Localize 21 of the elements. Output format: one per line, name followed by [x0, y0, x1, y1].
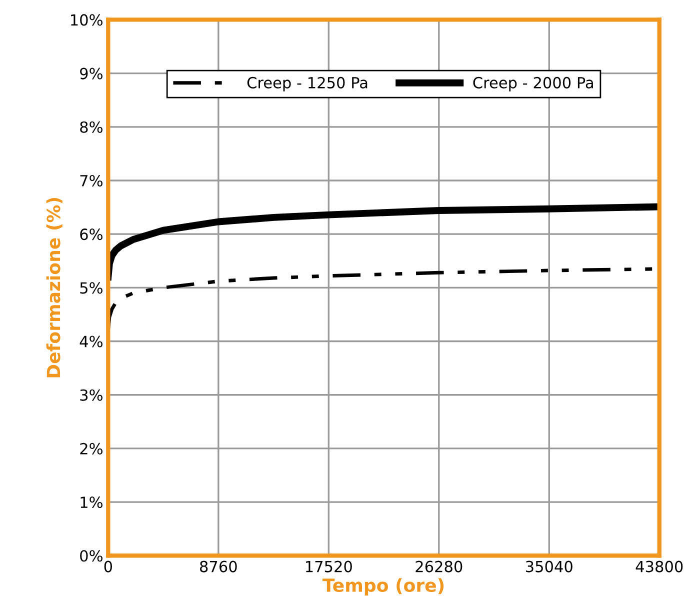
y-tick-label: 8% [80, 121, 102, 133]
y-tick-label: 9% [80, 68, 102, 80]
y-tick-label: 1% [80, 496, 102, 508]
y-axis-title: Deformazione (%) [46, 198, 62, 378]
y-tick-label: 5% [80, 282, 102, 294]
y-tick-label: 7% [80, 174, 102, 187]
y-tick-label: 0% [80, 550, 102, 562]
legend-label: Creep - 2000 Pa [473, 76, 593, 92]
x-tick-label: 17520 [306, 560, 352, 572]
x-tick-label: 8760 [200, 560, 237, 572]
y-tick-label: 4% [80, 336, 102, 348]
y-tick-label: 10% [71, 14, 102, 26]
x-tick-label: 26280 [416, 560, 462, 572]
x-tick-label: 43800 [636, 560, 683, 572]
y-tick-label: 2% [80, 442, 102, 454]
x-tick-label: 0 [104, 560, 112, 572]
x-tick-label: 35040 [526, 560, 572, 572]
x-axis-title: Tempo (ore) [322, 578, 444, 596]
y-tick-label: 3% [80, 389, 102, 401]
y-tick-label: 6% [80, 228, 102, 240]
legend-label: Creep - 1250 Pa [247, 76, 368, 92]
